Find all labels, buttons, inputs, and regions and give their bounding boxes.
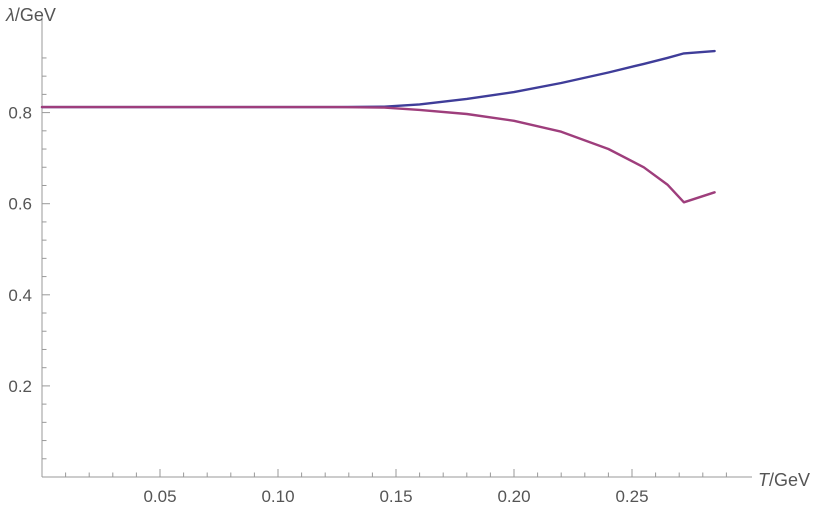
y-tick-label: 0.4 [8,286,32,305]
y-tick-label: 0.2 [8,377,32,396]
series-line-2 [40,105,716,204]
x-tick-label: 0.05 [143,487,176,506]
y-tick-label: 0.6 [8,195,32,214]
x-tick-label: 0.20 [497,487,530,506]
x-axis: 0.05 0.10 0.15 0.20 0.25 T/GeV [42,469,810,506]
y-axis-unit: /GeV [15,5,56,25]
y-axis-symbol: λ [5,5,15,25]
y-axis: 0.2 0.4 0.6 0.8 λ/GeV [5,5,56,477]
x-tick-label: 0.10 [261,487,294,506]
x-tick-label: 0.25 [615,487,648,506]
x-axis-symbol: T [758,470,771,490]
series-layer [40,49,716,204]
x-tick-label: 0.15 [379,487,412,506]
x-axis-label: T/GeV [758,470,810,490]
series-line-1 [40,49,716,109]
x-axis-unit: /GeV [769,470,810,490]
y-axis-label: λ/GeV [5,5,56,25]
y-tick-label: 0.8 [8,104,32,123]
